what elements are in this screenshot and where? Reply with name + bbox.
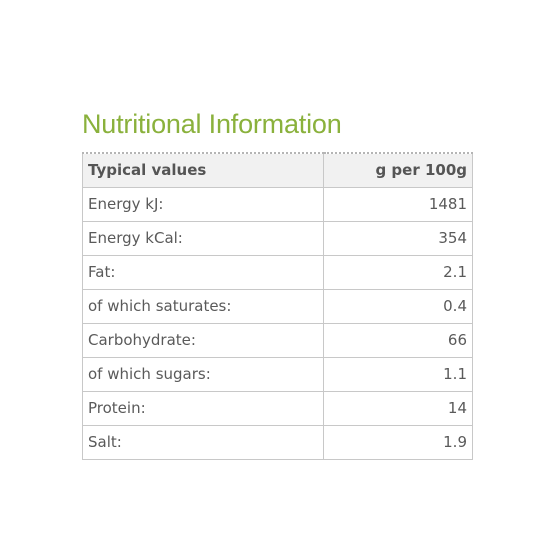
nutrient-label: Energy kCal:	[82, 220, 324, 256]
table-row: Salt: 1.9	[82, 424, 473, 460]
nutrient-value: 14	[323, 390, 473, 426]
nutrient-value: 354	[323, 220, 473, 256]
table-row: Energy kCal: 354	[82, 220, 473, 256]
nutrient-label: Protein:	[82, 390, 324, 426]
table-row: Protein: 14	[82, 390, 473, 426]
nutrient-label: of which saturates:	[82, 288, 324, 324]
nutrition-section: Nutritional Information Typical values g…	[82, 106, 473, 460]
table-row: of which sugars: 1.1	[82, 356, 473, 392]
table-row: of which saturates: 0.4	[82, 288, 473, 324]
nutrient-value: 2.1	[323, 254, 473, 290]
table-row: Carbohydrate: 66	[82, 322, 473, 358]
column-header-per-100g: g per 100g	[323, 152, 473, 188]
nutrient-label: Carbohydrate:	[82, 322, 324, 358]
table-row: Energy kJ: 1481	[82, 186, 473, 222]
table-row: Fat: 2.1	[82, 254, 473, 290]
nutrient-value: 66	[323, 322, 473, 358]
nutrient-value: 1481	[323, 186, 473, 222]
section-title: Nutritional Information	[82, 109, 342, 139]
nutrient-value: 1.1	[323, 356, 473, 392]
table-header-row: Typical values g per 100g	[82, 152, 473, 188]
nutrient-label: Salt:	[82, 424, 324, 460]
nutrient-value: 1.9	[323, 424, 473, 460]
nutrition-table: Typical values g per 100g Energy kJ: 148…	[82, 152, 473, 460]
nutrient-label: of which sugars:	[82, 356, 324, 392]
column-header-typical-values: Typical values	[82, 152, 324, 188]
nutrient-value: 0.4	[323, 288, 473, 324]
nutrient-label: Energy kJ:	[82, 186, 324, 222]
nutrient-label: Fat:	[82, 254, 324, 290]
